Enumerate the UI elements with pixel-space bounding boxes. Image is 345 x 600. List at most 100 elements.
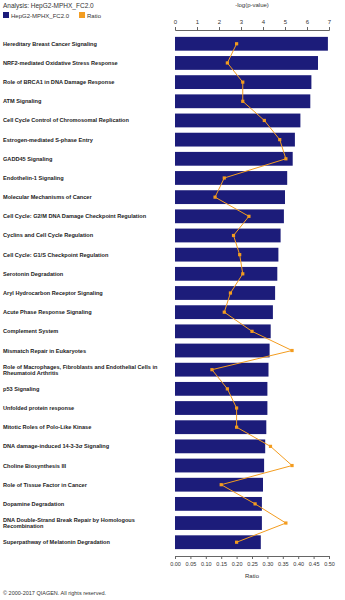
tick-label: 7 <box>328 19 332 25</box>
bar <box>175 478 263 492</box>
tick: 0.20 <box>232 556 243 567</box>
ratio-line <box>212 44 292 542</box>
tick: 0.50 <box>324 556 335 567</box>
ratio-marker <box>235 42 238 45</box>
tick-mark <box>197 27 198 30</box>
ratio-marker <box>263 119 266 122</box>
tick-mark <box>298 556 299 559</box>
tick: 5 <box>284 19 288 30</box>
ratio-marker <box>235 406 238 409</box>
tick-mark <box>190 556 191 559</box>
ratio-marker <box>284 157 287 160</box>
tick: 1 <box>196 19 200 30</box>
bar <box>175 56 318 70</box>
ratio-marker <box>223 311 226 314</box>
bottom-axis: 0.000.050.100.150.200.250.300.350.400.45… <box>170 556 335 567</box>
tick-mark <box>285 27 286 30</box>
tick: 6 <box>306 19 310 30</box>
chart: Analysis: HepG2-MPHX_FC2.0 HepG2-MPHX_FC2… <box>0 0 345 600</box>
category-label: Complement System <box>3 328 58 334</box>
ratio-marker <box>269 445 272 448</box>
bar <box>175 248 278 262</box>
tick: 0.00 <box>170 556 181 567</box>
tick-label: 0.15 <box>216 561 227 567</box>
category-label: Dopamine Degradation <box>3 501 65 507</box>
tick-mark <box>237 556 238 559</box>
category-label: Choline Biosynthesis III <box>3 463 67 469</box>
title: Analysis: HepG2-MPHX_FC2.0 <box>3 2 94 10</box>
footnote: © 2000-2017 QIAGEN. All rights reserved. <box>3 590 107 596</box>
bar <box>175 171 287 185</box>
tick-mark <box>329 556 330 559</box>
tick-mark <box>307 27 308 30</box>
legend-item: Ratio <box>79 12 102 19</box>
tick: 0.10 <box>201 556 212 567</box>
tick-mark <box>252 556 253 559</box>
bar <box>175 363 269 377</box>
tick: 0.15 <box>216 556 227 567</box>
tick-mark <box>283 556 284 559</box>
tick: 0 <box>174 19 178 30</box>
legend-swatch <box>3 12 9 18</box>
category-label: Superpathway of Melatonin Degradation <box>3 539 110 545</box>
category-label: Cell Cycle: G1/S Checkpoint Regulation <box>3 252 109 258</box>
ratio-marker <box>241 81 244 84</box>
tick-label: 3 <box>240 19 244 25</box>
bar <box>175 190 285 204</box>
tick-label: 0 <box>174 19 178 25</box>
tick-label: 6 <box>306 19 310 25</box>
category-label: Role of Macrophages, Fibroblasts and End… <box>3 364 158 376</box>
category-label: Acute Phase Response Signaling <box>3 309 92 315</box>
tick: 0.40 <box>293 556 304 567</box>
bar <box>175 286 275 300</box>
legend-label: HepG2-MPHX_FC2.0 <box>11 13 70 19</box>
ratio-marker <box>220 483 223 486</box>
ratio-marker <box>229 291 232 294</box>
ratio-marker <box>253 502 256 505</box>
ratio-marker <box>226 61 229 64</box>
ratio-marker <box>223 176 226 179</box>
bar <box>175 305 273 319</box>
tick-label: 0.45 <box>309 561 320 567</box>
ratio-marker <box>290 464 293 467</box>
legend-label: Ratio <box>87 13 102 19</box>
tick: 3 <box>240 19 244 30</box>
bar <box>175 497 262 511</box>
category-label: Aryl Hydrocarbon Receptor Signaling <box>3 290 103 296</box>
bar <box>175 267 277 281</box>
tick: 7 <box>328 19 332 30</box>
bar <box>175 344 270 358</box>
axis-line <box>176 27 330 31</box>
ratio-marker <box>238 253 241 256</box>
tick-label: 0.20 <box>232 561 243 567</box>
ratio-marker <box>241 100 244 103</box>
bar <box>175 209 284 223</box>
axis-title: Ratio <box>245 573 260 579</box>
bar <box>175 459 264 473</box>
category-label: Role of Tissue Factor in Cancer <box>3 482 88 488</box>
category-label: GADD45 Signaling <box>3 156 53 162</box>
tick-label: 0.40 <box>293 561 304 567</box>
category-label: Estrogen-mediated S-phase Entry <box>3 137 94 143</box>
tick-label: 0.30 <box>263 561 274 567</box>
ratio-marker <box>247 215 250 218</box>
tick-mark <box>175 27 176 30</box>
category-label: Mitotic Roles of Polo-Like Kinase <box>3 424 91 430</box>
tick-mark <box>219 27 220 30</box>
category-label: p53 Signaling <box>3 386 40 392</box>
ratio-marker <box>235 541 238 544</box>
category-label: Role of BRCA1 in DNA Damage Response <box>3 79 114 85</box>
bar <box>175 133 295 147</box>
bar <box>175 420 266 434</box>
plot-area <box>175 37 328 549</box>
category-label: Cyclins and Cell Cycle Regulation <box>3 232 94 238</box>
bar <box>175 114 300 128</box>
category-label: Endothelin-1 Signaling <box>3 175 64 181</box>
tick-mark <box>221 556 222 559</box>
tick: 0.30 <box>263 556 274 567</box>
tick-mark <box>206 556 207 559</box>
tick-label: 5 <box>284 19 288 25</box>
tick-mark <box>329 27 330 30</box>
tick: 4 <box>262 19 266 30</box>
tick-label: 0.50 <box>324 561 335 567</box>
